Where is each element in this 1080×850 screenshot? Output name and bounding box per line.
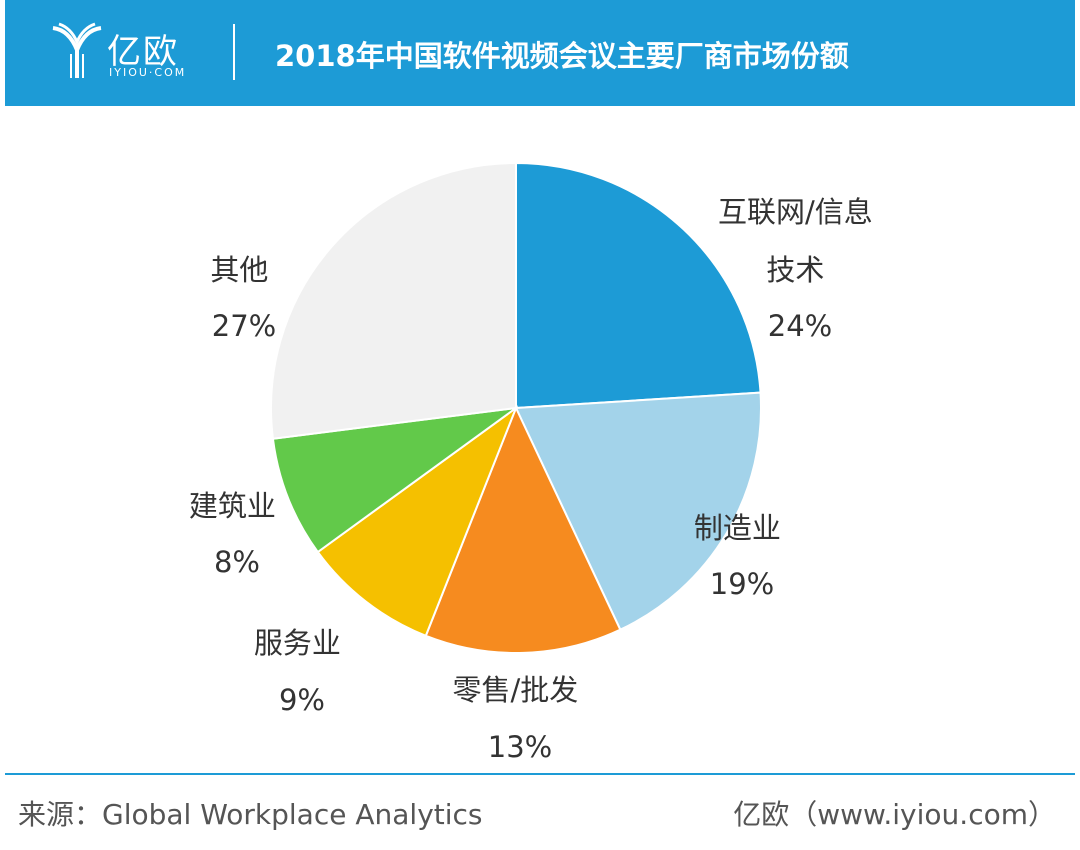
slice-label-manufacturing-name: 制造业 (694, 511, 781, 545)
header-divider (233, 24, 235, 80)
slice-label-retail-value: 13% (488, 730, 552, 764)
footer-divider (5, 773, 1075, 775)
slice-label-manufacturing: 制造业 19% (694, 511, 790, 601)
slice-label-services: 服务业 9% (254, 626, 350, 717)
slice-label-retail-name: 零售/批发 (453, 673, 579, 707)
slice-label-internet-value: 24% (768, 309, 832, 343)
slice-label-other-name: 其他 (210, 253, 268, 287)
slice-label-internet-line1: 互联网/信息 (718, 195, 873, 229)
logo-text: 亿欧 (107, 32, 179, 72)
slice-label-construction: 建筑业 8% (189, 489, 285, 579)
pie-slice-manufacturing (514, 391, 762, 632)
pie-labels: 互联网/信息 技术 24% 制造业 19% 零售/批发 13% 服务业 9% 建… (189, 195, 882, 764)
brand-logo: 亿欧 IYIOU·COM (49, 18, 209, 88)
pie-slice-retail (424, 405, 622, 654)
slice-label-services-name: 服务业 (254, 626, 341, 660)
slice-label-construction-value: 8% (214, 545, 260, 579)
slice-label-other-value: 27% (212, 309, 276, 343)
slice-label-internet-line2: 技术 (766, 253, 824, 287)
slice-label-services-value: 9% (279, 683, 325, 717)
pie-slice-internet (515, 161, 762, 410)
slice-label-retail: 零售/批发 13% (453, 673, 588, 764)
pie-slice-construction (271, 407, 517, 554)
logo-subtext: IYIOU·COM (109, 66, 187, 79)
source-note: 来源：Global Workplace Analytics (18, 798, 483, 831)
chart-title: 2018年中国软件视频会议主要厂商市场份额 (275, 39, 849, 73)
slice-label-manufacturing-value: 19% (710, 567, 774, 601)
site-credit: 亿欧（www.iyiou.com） (733, 798, 1056, 831)
pie-slices (270, 161, 762, 654)
slice-label-construction-name: 建筑业 (189, 489, 276, 523)
logo-mark-icon (52, 22, 102, 78)
pie-slice-other (270, 161, 517, 440)
slice-label-other: 其他 27% (210, 253, 277, 343)
header-banner: 亿欧 IYIOU·COM 2018年中国软件视频会议主要厂商市场份额 (5, 0, 1075, 106)
slice-label-internet: 互联网/信息 技术 24% (718, 195, 882, 343)
pie-slice-services (316, 405, 519, 638)
